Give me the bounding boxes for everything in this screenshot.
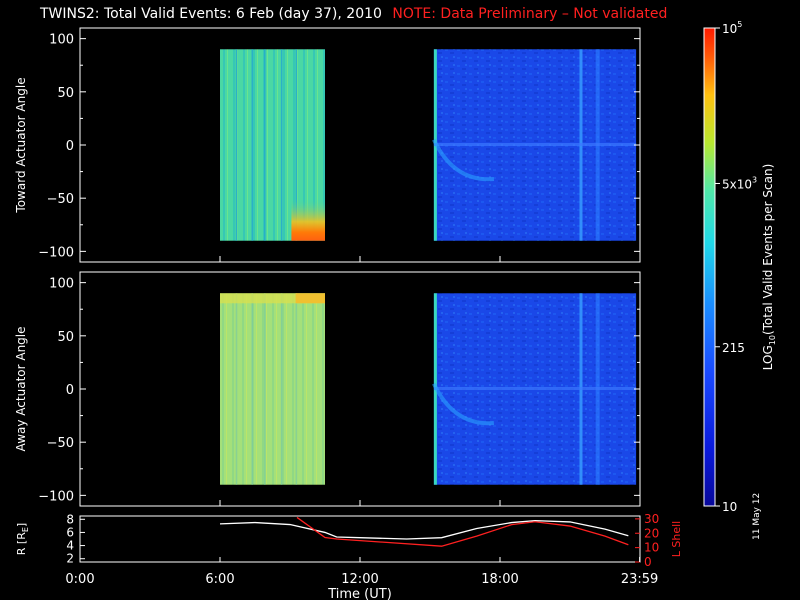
x-tick-label: 12:00 <box>341 572 378 587</box>
colorbar: 105 5x103 215 10 LOG10(Total Valid Events pe… <box>703 20 777 514</box>
colorbar-label: LOG10(Total Valid Events per Scan) <box>761 164 777 371</box>
streak <box>235 49 238 241</box>
x-tick-label: 0:00 <box>65 572 94 587</box>
x-tick-label: 6:00 <box>205 572 234 587</box>
hotspot <box>291 198 325 241</box>
y-tick-label: −100 <box>38 245 74 260</box>
y-tick-label: −100 <box>38 489 74 504</box>
colorbar-tick-label: 5x103 <box>722 175 757 191</box>
streak <box>295 293 298 485</box>
streak <box>235 293 238 485</box>
y-axis-label: Away Actuator Angle <box>14 326 28 451</box>
streak <box>251 293 253 485</box>
y-tick-label: 0 <box>66 383 74 398</box>
zero-band <box>433 387 637 390</box>
colorbar-tick-label: 10 <box>722 500 737 514</box>
panel-frame <box>79 515 641 563</box>
y2-tick-label: 0 <box>644 555 652 569</box>
r-axis-label: R [RE] <box>15 523 30 555</box>
data-block-toward-2 <box>432 49 637 241</box>
y-tick-label: 0 <box>66 139 74 154</box>
y-tick-label: 2 <box>66 552 74 566</box>
x-axis-label: Time (UT) <box>327 587 392 600</box>
zero-band <box>433 143 637 146</box>
y-tick-label: −50 <box>47 436 74 451</box>
arc-feature <box>432 138 495 182</box>
page-title: TWINS2: Total Valid Events: 6 Feb (day 3… <box>40 6 382 22</box>
top-hot <box>295 293 325 304</box>
data-block-away-1 <box>220 293 325 485</box>
r-series-line <box>219 519 629 540</box>
lshell-axis-label: L Shell <box>670 521 683 557</box>
lshell-series-line <box>296 516 629 547</box>
streak <box>280 49 283 241</box>
y2-tick-label: 20 <box>644 526 659 540</box>
streak <box>264 293 266 485</box>
colorbar-fill <box>703 27 716 507</box>
y-tick-label: 100 <box>49 277 74 292</box>
data-block-away-2 <box>432 293 637 485</box>
page-header: TWINS2: Total Valid Events: 6 Feb (day 3… <box>40 6 667 22</box>
data-block-toward-1 <box>220 49 325 241</box>
y-tick-label: 50 <box>57 330 74 345</box>
streak <box>280 293 283 485</box>
preliminary-note: NOTE: Data Preliminary – Not validated <box>392 6 668 22</box>
top-band <box>220 293 325 304</box>
y-axis-label: Toward Actuator Angle <box>14 77 28 213</box>
arc-feature <box>432 382 495 426</box>
y-tick-label: 6 <box>66 525 74 539</box>
y-tick-label: 8 <box>66 512 74 526</box>
streak <box>251 49 253 241</box>
y-tick-label: −50 <box>47 192 74 207</box>
y2-tick-label: 30 <box>644 512 659 526</box>
streak <box>295 49 298 241</box>
date-stamp: 11 May 12 <box>752 492 762 540</box>
block-fill <box>220 293 325 485</box>
colorbar-tick-label: 105 <box>722 20 742 36</box>
x-tick-label: 23:59 <box>621 572 658 587</box>
panel-away: 100 50 0 −50 −100 Away Actuator Angle <box>14 271 641 507</box>
y2-tick-label: 10 <box>644 541 659 555</box>
y-tick-label: 100 <box>49 33 74 48</box>
panel-toward: 100 50 0 −50 −100 Toward Actuator Angle <box>14 27 641 263</box>
y-tick-label: 50 <box>57 86 74 101</box>
streak <box>264 49 266 241</box>
colorbar-tick-label: 215 <box>722 341 745 355</box>
y-tick-label: 4 <box>66 539 74 553</box>
x-tick-label: 18:00 <box>481 572 518 587</box>
